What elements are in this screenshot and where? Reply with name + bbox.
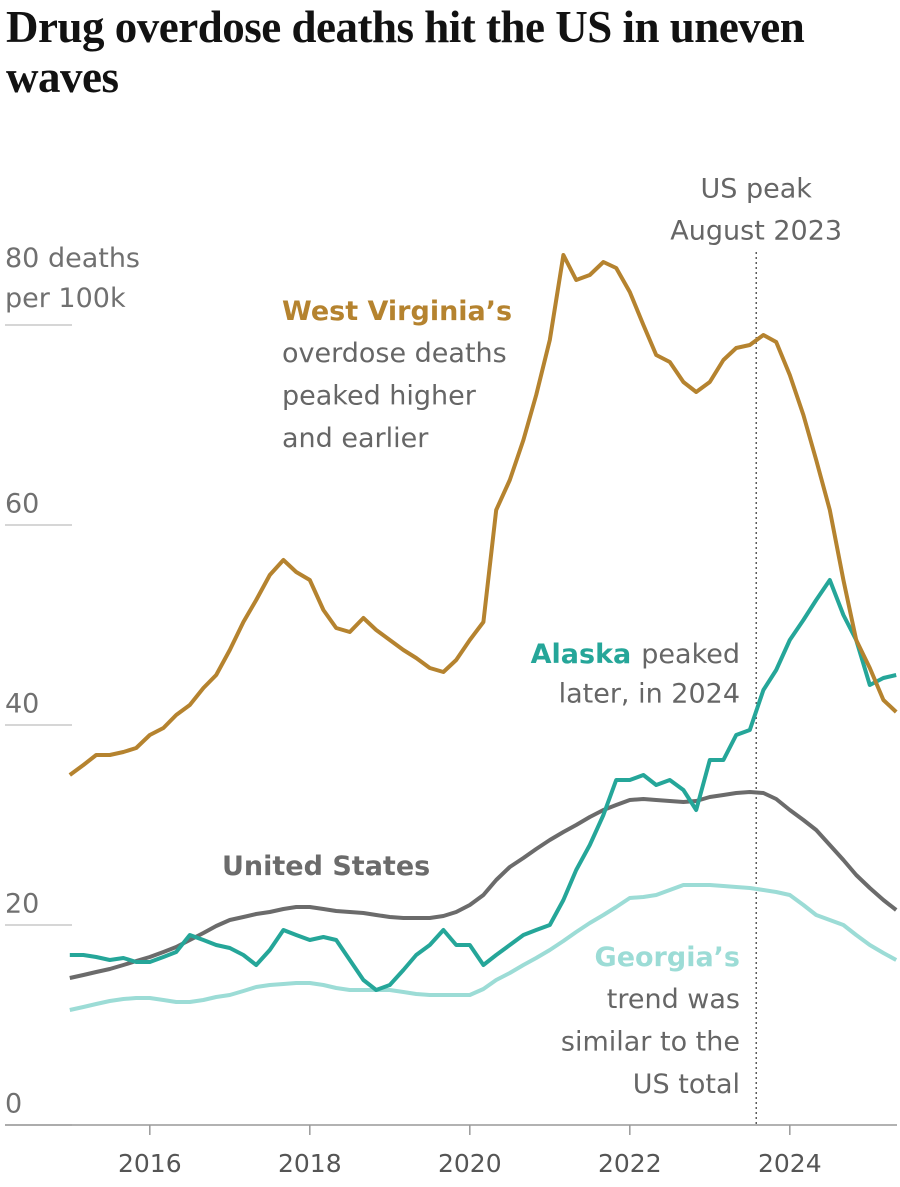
annotation: Alaska peaked bbox=[531, 639, 740, 670]
annotation-text: trend was bbox=[607, 984, 740, 1015]
annotation-text: similar to the bbox=[561, 1027, 740, 1058]
series-label: United States bbox=[222, 851, 430, 882]
series-label: Georgia’s bbox=[595, 942, 740, 973]
chart-title: Drug overdose deaths hit the US in uneve… bbox=[6, 2, 805, 102]
y-tick-label: 20 bbox=[5, 889, 39, 920]
series-line bbox=[69, 883, 898, 1012]
y-tick-label: 80 deaths per 100k bbox=[5, 243, 140, 314]
series-label: West Virginia’s bbox=[282, 296, 512, 327]
annotation-text: US total bbox=[633, 1069, 740, 1100]
y-tick-label: 0 bbox=[5, 1089, 22, 1120]
annotation-text: and earlier bbox=[282, 423, 429, 454]
annotation-text: peaked bbox=[641, 639, 740, 670]
y-tick-label: 40 bbox=[5, 689, 39, 720]
peak-label: August 2023 bbox=[670, 216, 842, 247]
y-tick-label-box: 80 deaths per 100k bbox=[5, 243, 140, 314]
x-tick-label: 2016 bbox=[118, 1149, 182, 1178]
annotation-text: overdose deaths bbox=[282, 338, 507, 369]
x-tick-label: 2024 bbox=[758, 1149, 822, 1178]
annotation-text: peaked higher bbox=[282, 381, 477, 412]
series-line bbox=[69, 790, 898, 980]
series-line bbox=[69, 578, 897, 992]
x-tick-label: 2018 bbox=[278, 1149, 342, 1178]
series-label: Alaska bbox=[531, 639, 632, 670]
annotation-text: later, in 2024 bbox=[559, 679, 740, 710]
x-tick-label: 2020 bbox=[438, 1149, 502, 1178]
y-tick-label: 60 bbox=[5, 489, 39, 520]
annotation: Georgia’s bbox=[595, 942, 740, 973]
series-line bbox=[68, 253, 898, 777]
annotation: West Virginia’s bbox=[282, 296, 512, 327]
x-tick-label: 2022 bbox=[598, 1149, 662, 1178]
annotation: United States bbox=[222, 851, 430, 882]
peak-label: US peak bbox=[700, 174, 812, 205]
